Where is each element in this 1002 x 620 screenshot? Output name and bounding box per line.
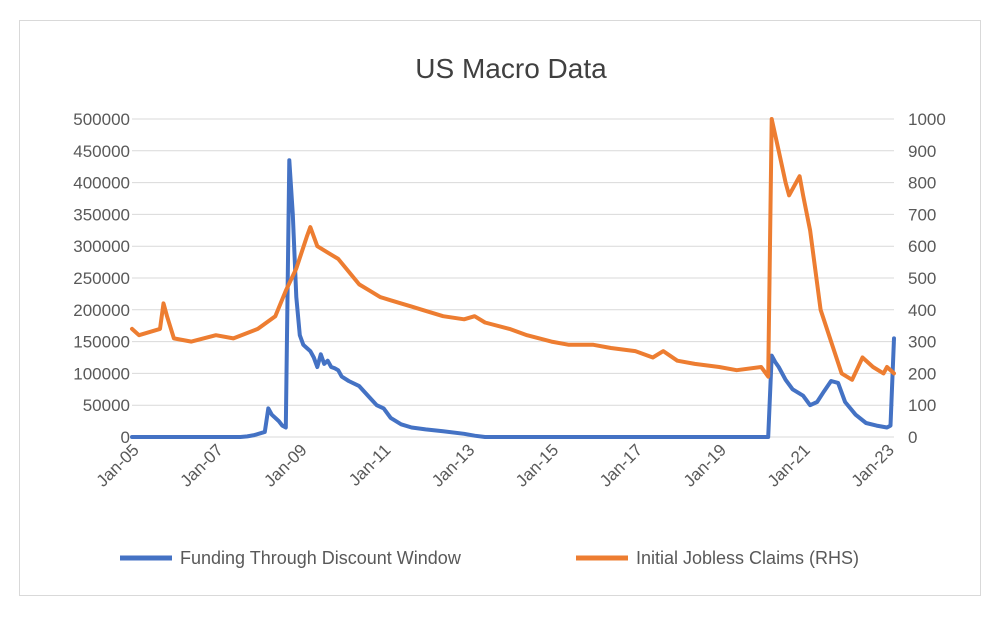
left-axis-ticks: 0 50000 100000 150000 200000 250000 300000 3500… — [73, 110, 130, 447]
x-tick-label: Jan-05 — [93, 440, 143, 490]
x-tick-label: Jan-19 — [680, 440, 730, 490]
series-line-funding — [130, 158, 896, 439]
y2-tick-label: 0 — [908, 428, 917, 447]
y-tick-label: 350000 — [73, 205, 130, 224]
y-tick-label: 300000 — [73, 237, 130, 256]
y-tick-label: 450000 — [73, 142, 130, 161]
chart-title: US Macro Data — [415, 53, 607, 84]
x-axis-ticks: Jan-05 Jan-07 Jan-09 Jan-11 Jan-13 Jan-15 Jan-… — [93, 440, 898, 490]
x-tick-label: Jan-21 — [764, 440, 814, 490]
x-tick-label: Jan-09 — [260, 440, 310, 490]
y-tick-label: 250000 — [73, 269, 130, 288]
legend: Funding Through Discount Window Initial … — [120, 548, 859, 568]
x-tick-label: Jan-17 — [596, 440, 646, 490]
y-tick-label: 150000 — [73, 333, 130, 352]
grid-layer — [132, 118, 894, 438]
x-tick-label: Jan-13 — [428, 440, 478, 490]
y2-tick-label: 1000 — [908, 110, 946, 129]
y2-tick-label: 700 — [908, 205, 936, 224]
y-tick-label: 500000 — [73, 110, 130, 129]
y2-tick-label: 600 — [908, 237, 936, 256]
y-tick-label: 100000 — [73, 364, 130, 383]
y2-tick-label: 800 — [908, 174, 936, 193]
legend-label-funding: Funding Through Discount Window — [180, 548, 462, 568]
y2-tick-label: 200 — [908, 364, 936, 383]
y-tick-label: 200000 — [73, 301, 130, 320]
x-tick-label: Jan-11 — [345, 440, 394, 489]
x-tick-label: Jan-23 — [848, 440, 898, 490]
y-tick-label: 50000 — [83, 396, 130, 415]
y-tick-label: 400000 — [73, 174, 130, 193]
y2-tick-label: 900 — [908, 142, 936, 161]
legend-label-jobless-claims: Initial Jobless Claims (RHS) — [636, 548, 859, 568]
chart-frame: US Macro Data 0 50000 100000 150000 200000 25… — [19, 20, 981, 596]
y2-tick-label: 300 — [908, 333, 936, 352]
series-line-jobless-claims — [130, 117, 896, 382]
y2-tick-label: 100 — [908, 396, 936, 415]
y2-tick-label: 400 — [908, 301, 936, 320]
x-tick-label: Jan-07 — [177, 440, 227, 490]
right-axis-ticks: 0 100 200 300 400 500 600 700 800 900 1000 — [908, 110, 946, 447]
chart-svg: US Macro Data 0 50000 100000 150000 200000 25… — [73, 53, 946, 568]
y-tick-label: 0 — [121, 428, 130, 447]
x-tick-label: Jan-15 — [512, 440, 562, 490]
y2-tick-label: 500 — [908, 269, 936, 288]
series-layer — [130, 117, 896, 439]
